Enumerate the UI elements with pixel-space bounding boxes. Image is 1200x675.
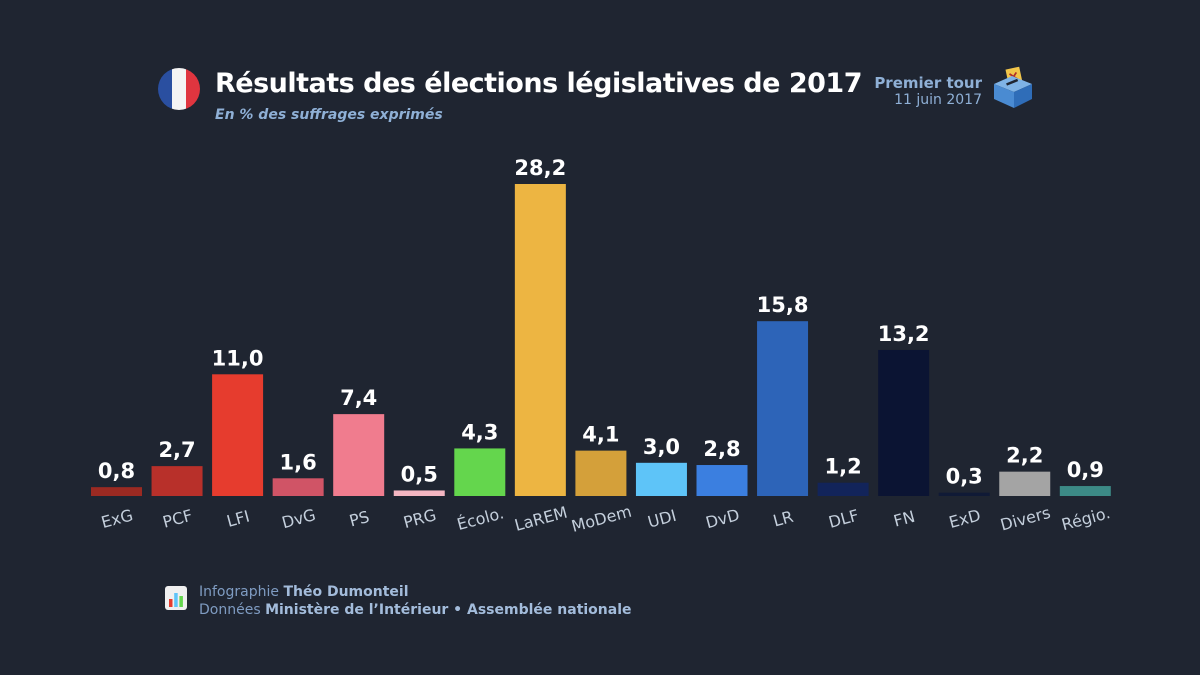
category-label-lfi: LFI xyxy=(225,507,252,531)
bar-prg xyxy=(393,490,445,496)
credit-data-source: Ministère de l’Intérieur • Assemblée nat… xyxy=(265,602,632,618)
category-label-udi: UDI xyxy=(646,506,679,532)
value-label-dvd: 2,8 xyxy=(703,437,740,461)
ballot-box-icon xyxy=(994,66,1032,108)
round-label: Premier tour xyxy=(874,74,982,92)
value-label-exd: 0,3 xyxy=(946,465,983,489)
bar-dvd xyxy=(696,465,748,496)
value-label-larem: 28,2 xyxy=(514,156,566,180)
bar-exd xyxy=(938,492,990,496)
france-flag-icon xyxy=(158,68,200,110)
bar-chart-icon xyxy=(165,586,187,610)
category-label-dvd: DvD xyxy=(704,505,742,532)
category-label-modem: MoDem xyxy=(569,502,633,536)
value-label-prg: 0,5 xyxy=(401,462,438,486)
value-label-modem: 4,1 xyxy=(582,423,619,447)
value-label-ps: 7,4 xyxy=(340,386,377,410)
credit-author: Théo Dumonteil xyxy=(283,584,409,600)
bar-lr xyxy=(757,321,809,496)
credit-data: Données Ministère de l’Intérieur • Assem… xyxy=(199,602,632,618)
value-label-pcf: 2,7 xyxy=(158,438,195,462)
credit-infographic: Infographie Théo Dumonteil xyxy=(199,584,409,600)
bar-exg xyxy=(91,487,142,496)
bar-lfi xyxy=(212,374,264,496)
value-label-divers: 2,2 xyxy=(1006,444,1043,468)
value-label-udi: 3,0 xyxy=(643,435,680,459)
category-label-pcf: PCF xyxy=(161,506,195,532)
round-info: Premier tour 11 juin 2017 xyxy=(874,74,982,108)
value-label-dvg: 1,6 xyxy=(280,450,317,474)
bar-larem xyxy=(514,184,566,496)
bar-ecolo xyxy=(454,448,506,496)
chart-title: Résultats des élections législatives de … xyxy=(215,68,862,99)
credit-data-prefix: Données xyxy=(199,602,261,618)
value-label-fn: 13,2 xyxy=(878,322,930,346)
value-label-dlf: 1,2 xyxy=(824,455,861,479)
category-label-fn: FN xyxy=(892,507,917,531)
credit-infographic-prefix: Infographie xyxy=(199,584,279,600)
value-label-lfi: 11,0 xyxy=(212,346,264,370)
category-label-exg: ExG xyxy=(99,505,135,532)
chart-subtitle: En % des suffrages exprimés xyxy=(215,107,443,123)
value-label-exg: 0,8 xyxy=(98,459,135,483)
category-label-regio: Régio. xyxy=(1060,503,1113,534)
bar-regio xyxy=(1059,486,1111,496)
category-label-larem: LaREM xyxy=(513,503,570,535)
category-label-exd: ExD xyxy=(947,505,983,532)
category-label-dlf: DLF xyxy=(827,506,861,532)
category-label-ecolo: Écolo. xyxy=(455,503,506,534)
category-label-lr: LR xyxy=(771,507,795,531)
category-label-ps: PS xyxy=(347,507,371,530)
bar-modem xyxy=(575,450,627,496)
category-label-dvg: DvG xyxy=(280,505,318,532)
round-date: 11 juin 2017 xyxy=(894,92,982,108)
bar-ps xyxy=(333,414,385,496)
bar-dvg xyxy=(272,478,324,496)
bar-dlf xyxy=(817,482,869,496)
category-label-divers: Divers xyxy=(998,503,1052,535)
bar-divers xyxy=(999,471,1051,496)
bar-pcf xyxy=(151,466,203,496)
category-label-prg: PRG xyxy=(401,505,438,532)
bar-fn xyxy=(878,349,930,496)
value-label-regio: 0,9 xyxy=(1067,458,1104,482)
value-label-lr: 15,8 xyxy=(757,293,809,317)
value-label-ecolo: 4,3 xyxy=(461,420,498,444)
bar-udi xyxy=(635,462,687,496)
